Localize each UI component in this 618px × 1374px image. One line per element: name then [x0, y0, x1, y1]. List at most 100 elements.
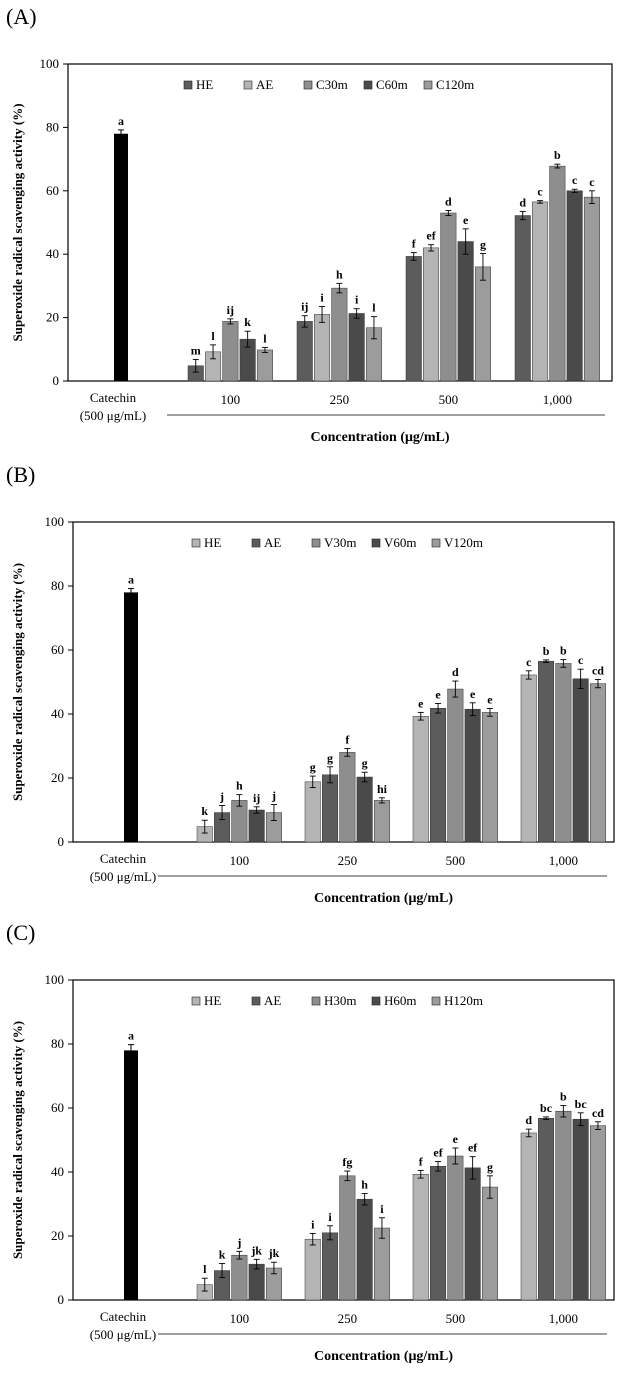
bar: [474, 266, 491, 382]
significance-letter: cd: [592, 1106, 604, 1120]
significance-letter: h: [236, 779, 243, 793]
bar: [322, 1232, 339, 1301]
bar: [464, 708, 481, 843]
legend-swatch: [303, 80, 313, 90]
significance-letter: j: [271, 789, 276, 803]
legend-swatch: [311, 538, 321, 548]
significance-letter: f: [412, 237, 417, 251]
significance-letter: d: [445, 194, 452, 208]
legend-swatch: [363, 80, 373, 90]
x-axis-label: Concentration (μg/mL): [314, 1349, 453, 1364]
y-tick-label: 100: [40, 56, 60, 71]
bar: [248, 809, 265, 843]
y-axis-label: Superoxide radical scavenging activity (…: [10, 1021, 25, 1259]
bar: [405, 256, 422, 382]
legend-label: V60m: [384, 535, 417, 550]
control-label: (500 μg/mL): [90, 1327, 157, 1342]
bar: [538, 660, 555, 843]
bar: [572, 678, 589, 843]
bar: [322, 774, 339, 843]
significance-letter: j: [219, 790, 224, 804]
chart-panel-c: (C) 0 20 40 60 80 100 Superoxide radical scave…: [0, 916, 618, 1374]
bar: [373, 1227, 390, 1301]
significance-letter: ij: [227, 303, 234, 317]
y-tick-label: 0: [58, 1292, 65, 1307]
legend-label: V120m: [444, 535, 483, 550]
significance-letter: k: [201, 804, 208, 818]
significance-letter: d: [452, 665, 459, 679]
legend-label: C60m: [376, 77, 408, 92]
significance-letter: e: [470, 687, 476, 701]
y-axis-label: Superoxide radical scavenging activity (…: [10, 563, 25, 801]
bar: [348, 313, 365, 382]
significance-letter: fg: [342, 1155, 352, 1169]
significance-letter: e: [453, 1132, 459, 1146]
bar: [296, 321, 313, 382]
bar: [412, 715, 429, 843]
legend-label: C30m: [316, 77, 348, 92]
bar: [256, 349, 273, 382]
control-bar: [124, 592, 138, 842]
legend-swatch: [423, 80, 433, 90]
legend-label: H30m: [324, 993, 357, 1008]
significance-letter: d: [519, 195, 526, 209]
bar: [481, 712, 498, 843]
significance-letter: i: [311, 1217, 315, 1231]
bar: [481, 1186, 498, 1301]
bar: [589, 683, 606, 843]
significance-letter: i: [328, 1210, 332, 1224]
significance-letter: ef: [426, 229, 436, 243]
bar: [457, 241, 474, 382]
legend-label: H60m: [384, 993, 417, 1008]
panel-label: (C): [6, 920, 36, 945]
y-tick-label: 80: [46, 119, 59, 134]
significance-letter: c: [572, 173, 578, 187]
legend-label: V30m: [324, 535, 357, 550]
y-axis-label: Superoxide radical scavenging activity (…: [10, 103, 25, 341]
significance-letter: g: [327, 751, 333, 765]
significance-letter: l: [263, 331, 267, 345]
x-tick-label: 250: [338, 1311, 358, 1326]
significance-letter: f: [345, 733, 350, 747]
significance-letter: e: [463, 213, 469, 227]
significance-letter: d: [525, 1113, 532, 1127]
significance-letter: l: [211, 329, 215, 343]
significance-letter: c: [578, 653, 584, 667]
legend-label: H120m: [444, 993, 483, 1008]
bar: [248, 1263, 265, 1301]
x-tick-label: 500: [446, 1311, 466, 1326]
x-tick-label: 1,000: [543, 392, 572, 407]
significance-letter: e: [487, 693, 493, 707]
x-tick-label: 500: [446, 853, 466, 868]
x-tick-label: 1,000: [549, 1311, 578, 1326]
control-label: (500 μg/mL): [80, 408, 147, 423]
bar: [555, 1110, 572, 1301]
x-tick-label: 250: [330, 392, 350, 407]
bar: [339, 1175, 356, 1301]
y-tick-label: 100: [45, 514, 65, 529]
legend-swatch: [431, 538, 441, 548]
control-bar: [124, 1050, 138, 1300]
bar: [583, 196, 600, 382]
chart-panel-b: (B) 0 20 40 60 80 100 Superoxide radical scave…: [0, 458, 618, 916]
significance-letter: i: [355, 293, 359, 307]
bar: [447, 1155, 464, 1301]
bar: [589, 1125, 606, 1301]
control-label: Catechin: [100, 1309, 147, 1324]
significance-letter: a: [118, 114, 124, 128]
legend-label: HE: [196, 77, 213, 92]
bar: [356, 1198, 373, 1301]
significance-letter: l: [372, 301, 376, 315]
bar-chart: 0 20 40 60 80 100 Superoxide radical scavengin…: [10, 56, 613, 445]
significance-letter: c: [589, 175, 595, 189]
y-tick-label: 100: [45, 972, 65, 987]
x-tick-label: 100: [230, 1311, 250, 1326]
bar: [520, 1132, 537, 1301]
control-bar: [114, 133, 128, 381]
bar: [464, 1167, 481, 1301]
bar: [423, 247, 440, 382]
significance-letter: g: [362, 756, 368, 770]
x-tick-label: 100: [221, 392, 241, 407]
legend-label: HE: [204, 993, 221, 1008]
significance-letter: h: [361, 1177, 368, 1191]
